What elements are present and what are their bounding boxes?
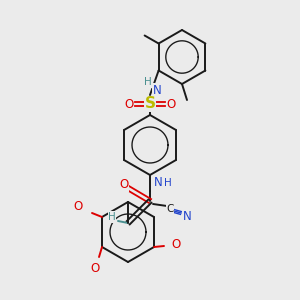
- Text: N: N: [153, 84, 162, 97]
- Text: O: O: [167, 98, 176, 110]
- Text: N: N: [183, 211, 191, 224]
- Text: H: H: [164, 178, 172, 188]
- Text: H: H: [108, 212, 116, 222]
- Text: O: O: [74, 200, 82, 214]
- Text: S: S: [145, 97, 155, 112]
- Text: O: O: [171, 238, 181, 251]
- Text: C: C: [166, 204, 174, 214]
- Text: O: O: [90, 262, 100, 275]
- Text: O: O: [119, 178, 129, 191]
- Text: O: O: [124, 98, 134, 110]
- Text: H: H: [144, 77, 152, 87]
- Text: N: N: [154, 176, 162, 190]
